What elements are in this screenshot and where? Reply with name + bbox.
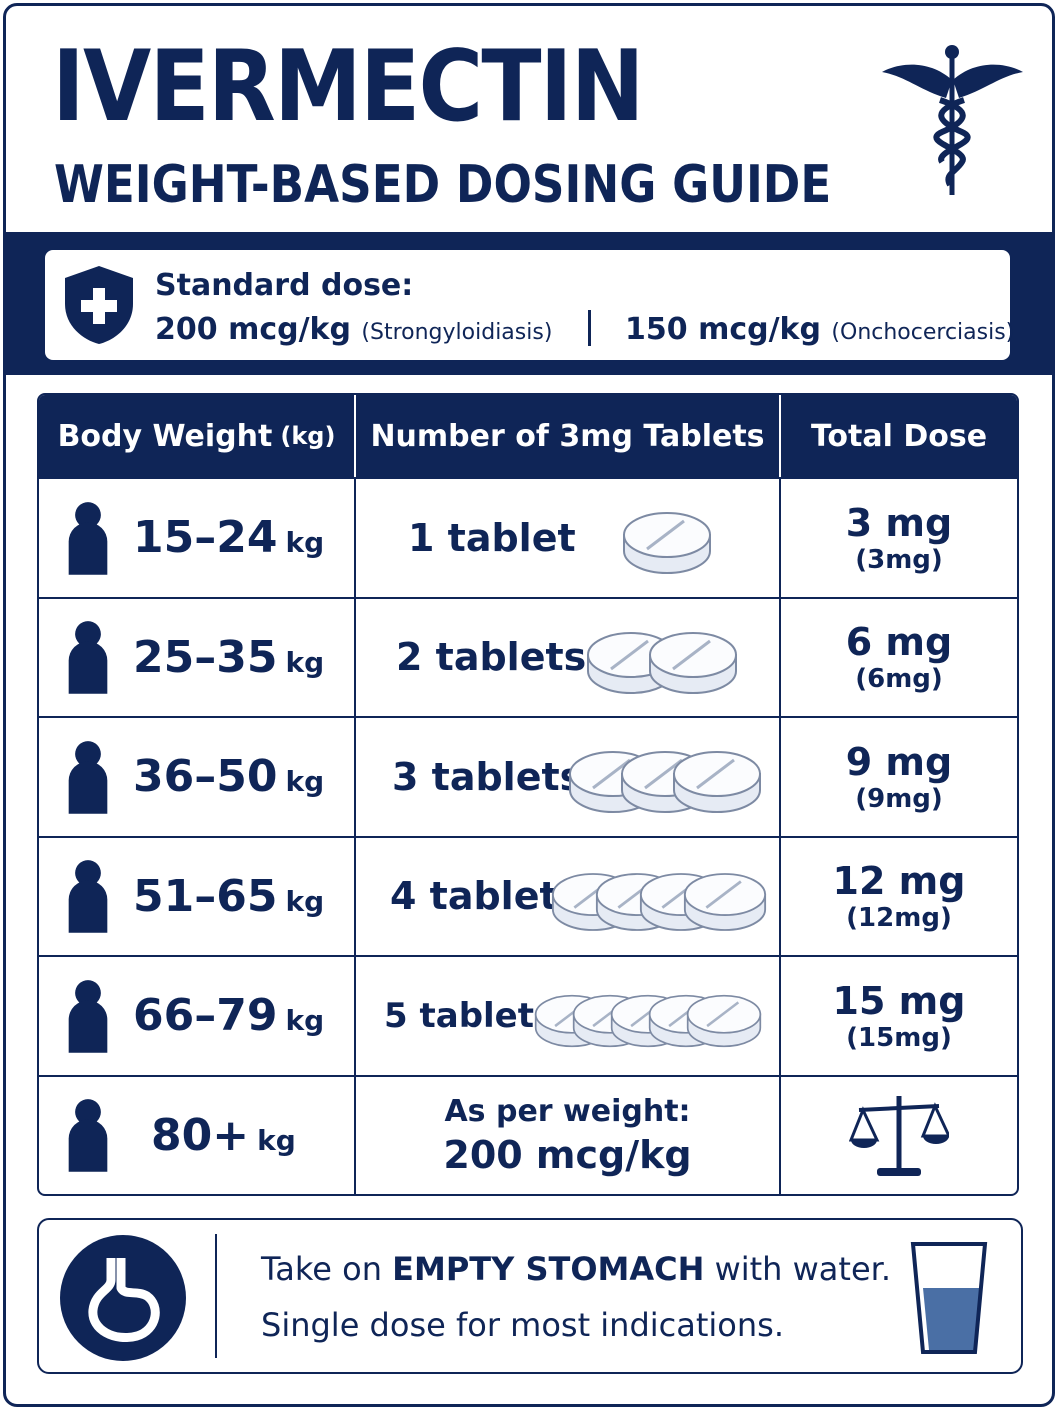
tablet-count: 5 tablets bbox=[384, 995, 555, 1036]
tablets-cell: As per weight: 200 mcg/kg bbox=[356, 1074, 781, 1194]
tablet-icons bbox=[534, 994, 762, 1048]
weight-range: 66–79 bbox=[133, 990, 278, 1042]
title: IVERMECTIN bbox=[52, 30, 645, 144]
tablet-icons bbox=[568, 750, 762, 814]
scale-icon bbox=[849, 1096, 949, 1177]
column-header: Body Weight (kg) bbox=[39, 395, 356, 477]
dose-note: (3mg) bbox=[855, 544, 943, 575]
weight-unit: kg bbox=[285, 1004, 325, 1038]
standard-label: Standard dose: bbox=[155, 268, 414, 303]
dose-cell: 15 mg (15mg) bbox=[781, 955, 1017, 1075]
instruction: Single dose for most indications. bbox=[261, 1306, 784, 1344]
weight-cell: 25–35 kg bbox=[39, 596, 356, 716]
tablets-cell: 5 tablets bbox=[356, 955, 781, 1075]
tablets-cell: 2 tablets bbox=[356, 596, 781, 716]
separator bbox=[588, 310, 591, 346]
person-icon bbox=[65, 979, 111, 1053]
person-icon bbox=[65, 859, 111, 933]
weight-unit: kg bbox=[285, 645, 325, 679]
shield-icon bbox=[65, 266, 133, 344]
dose-note: (15mg) bbox=[846, 1022, 952, 1053]
weight-cell: 66–79 kg bbox=[39, 955, 356, 1075]
weight-range: 15–24 bbox=[133, 512, 278, 564]
weight-unit: kg bbox=[285, 884, 325, 918]
frame bbox=[3, 3, 1055, 1407]
tablets-cell: 3 tablets bbox=[356, 716, 781, 836]
dose-cell: 3 mg (3mg) bbox=[781, 477, 1017, 597]
tablet-count: 1 tablet bbox=[408, 515, 576, 560]
column-header: Total Dose bbox=[781, 395, 1017, 477]
weight-range: 36–50 bbox=[133, 751, 278, 803]
weight: 66–79 kg bbox=[133, 990, 324, 1041]
weight-cell: 15–24 kg bbox=[39, 477, 356, 597]
tablet-icons bbox=[551, 872, 767, 931]
separator bbox=[215, 1234, 217, 1358]
tablet-dose: 200 mcg/kg bbox=[443, 1132, 692, 1177]
dose-cell bbox=[781, 1074, 1017, 1195]
tablet-icons bbox=[586, 631, 738, 694]
weight-unit: kg bbox=[285, 765, 325, 799]
total-dose: 9 mg bbox=[845, 739, 953, 784]
tablet-count: 3 tablets bbox=[392, 754, 583, 799]
instruction-emphasis: EMPTY STOMACH bbox=[392, 1250, 705, 1288]
weight: 51–65 kg bbox=[133, 871, 324, 922]
dose-cell: 12 mg (12mg) bbox=[781, 835, 1017, 956]
total-dose: 15 mg bbox=[832, 978, 966, 1023]
weight-unit: kg bbox=[257, 1123, 296, 1157]
tablet-icons bbox=[622, 511, 712, 575]
subtitle: WEIGHT-BASED DOSING GUIDE bbox=[54, 155, 832, 215]
person-icon bbox=[65, 740, 111, 814]
header-unit: (kg) bbox=[280, 422, 336, 450]
total-dose: 12 mg bbox=[832, 859, 966, 904]
weight-range: 25–35 bbox=[133, 631, 278, 683]
dosing-table: Body Weight (kg) Number of 3mg Tablets To… bbox=[37, 393, 1019, 1196]
header-text: Body Weight bbox=[57, 418, 273, 454]
tablets-cell: 1 tablet bbox=[356, 477, 781, 597]
person-icon bbox=[65, 1098, 111, 1172]
instruction: Take on EMPTY STOMACH with water. bbox=[261, 1250, 891, 1288]
dose-amount: 150 mcg/kg bbox=[625, 312, 821, 347]
person-icon bbox=[65, 620, 111, 694]
dose-note: (6mg) bbox=[855, 664, 943, 695]
weight-cell: 51–65 kg bbox=[39, 835, 356, 955]
stomach-icon bbox=[60, 1235, 186, 1361]
standard-dose: 200 mcg/kg (Strongyloidiasis) bbox=[155, 312, 552, 347]
weight: 15–24 kg bbox=[133, 512, 324, 563]
total-dose: 3 mg bbox=[845, 500, 953, 545]
weight: 36–50 kg bbox=[133, 751, 324, 802]
tablet-count: 2 tablets bbox=[396, 635, 587, 680]
dose-cell: 6 mg (6mg) bbox=[781, 596, 1017, 717]
standard-dose-box: Standard dose: 200 mcg/kg (Strongyloidia… bbox=[45, 250, 1014, 360]
weight-range: 80+ bbox=[151, 1109, 250, 1161]
water-glass-icon bbox=[910, 1242, 988, 1354]
dose-note: (12mg) bbox=[846, 903, 952, 934]
dose-note: (9mg) bbox=[855, 783, 943, 814]
instruction-text: with water. bbox=[704, 1250, 892, 1288]
person-icon bbox=[65, 501, 111, 575]
weight-range: 51–65 bbox=[133, 870, 278, 922]
total-dose: 6 mg bbox=[845, 620, 953, 665]
dose-indication: (Strongyloidiasis) bbox=[361, 320, 553, 345]
standard-dose: 150 mcg/kg (Onchocerciasis) bbox=[625, 312, 1014, 347]
weight-cell: 80+ kg bbox=[39, 1074, 356, 1194]
weight: 80+ kg bbox=[151, 1110, 296, 1161]
tablet-instruction: As per weight: bbox=[444, 1093, 691, 1129]
tablet-count: 4 tablets bbox=[390, 874, 581, 919]
tablets-cell: 4 tablets bbox=[356, 835, 781, 955]
footer-box: Take on EMPTY STOMACH with water. Single… bbox=[37, 1218, 1023, 1374]
weight: 25–35 kg bbox=[133, 632, 324, 683]
instruction-text: Take on bbox=[261, 1250, 393, 1288]
caduceus-icon bbox=[882, 45, 1023, 195]
dose-cell: 9 mg (9mg) bbox=[781, 716, 1017, 836]
dose-indication: (Onchocerciasis) bbox=[831, 320, 1015, 345]
weight-cell: 36–50 kg bbox=[39, 716, 356, 836]
weight-unit: kg bbox=[285, 526, 325, 560]
column-header: Number of 3mg Tablets bbox=[356, 395, 781, 477]
dose-amount: 200 mcg/kg bbox=[155, 312, 351, 347]
